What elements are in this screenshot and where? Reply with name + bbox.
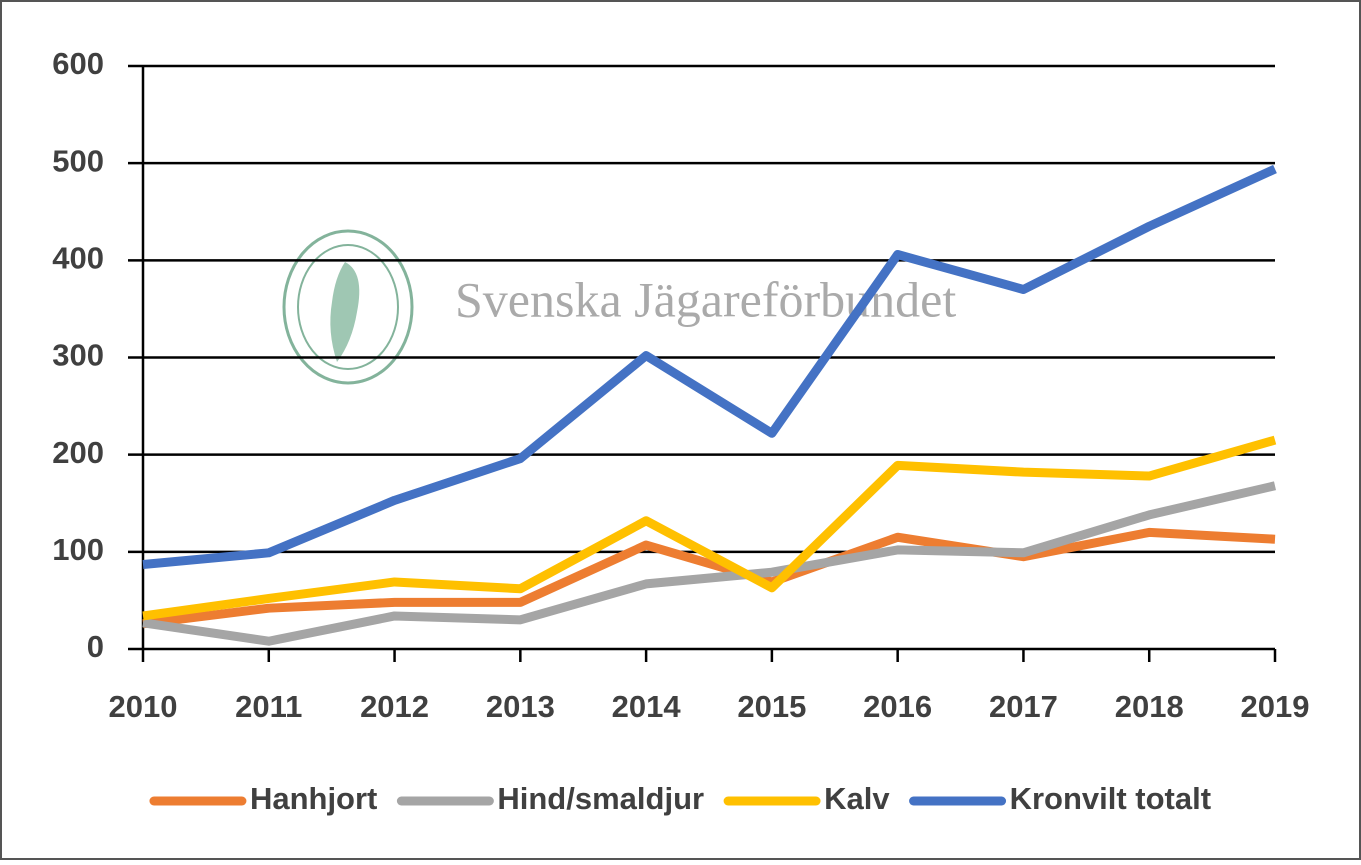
x-tick-label: 2017 — [989, 689, 1058, 724]
y-tick-label: 100 — [52, 532, 104, 567]
y-tick-label: 600 — [52, 46, 104, 81]
y-tick-label: 0 — [87, 629, 104, 664]
series-line — [142, 164, 1277, 569]
series-line — [142, 435, 1277, 621]
series-line — [142, 481, 1277, 646]
x-tick-label: 2019 — [1241, 689, 1310, 724]
y-tick-label: 300 — [52, 338, 104, 373]
x-tick-label: 2012 — [360, 689, 429, 724]
x-tick-label: 2010 — [109, 689, 178, 724]
y-tick-label: 200 — [52, 435, 104, 470]
legend-label: Hanhjort — [250, 781, 377, 816]
x-tick-label: 2015 — [737, 689, 806, 724]
x-tick-label: 2011 — [235, 689, 302, 724]
y-tick-label: 400 — [52, 241, 104, 276]
legend-label: Kronvilt totalt — [1010, 781, 1212, 816]
x-tick-label: 2013 — [486, 689, 555, 724]
legend-label: Hind/smaldjur — [497, 781, 704, 816]
x-tick-label: 2018 — [1115, 689, 1184, 724]
series-line — [142, 527, 1276, 629]
watermark-text: Svenska Jägareförbundet — [455, 271, 956, 327]
x-tick-label: 2014 — [612, 689, 682, 724]
x-tick-label: 2016 — [863, 689, 932, 724]
legend-label: Kalv — [824, 781, 890, 816]
watermark-seal — [282, 229, 414, 385]
y-tick-label: 500 — [52, 143, 104, 178]
